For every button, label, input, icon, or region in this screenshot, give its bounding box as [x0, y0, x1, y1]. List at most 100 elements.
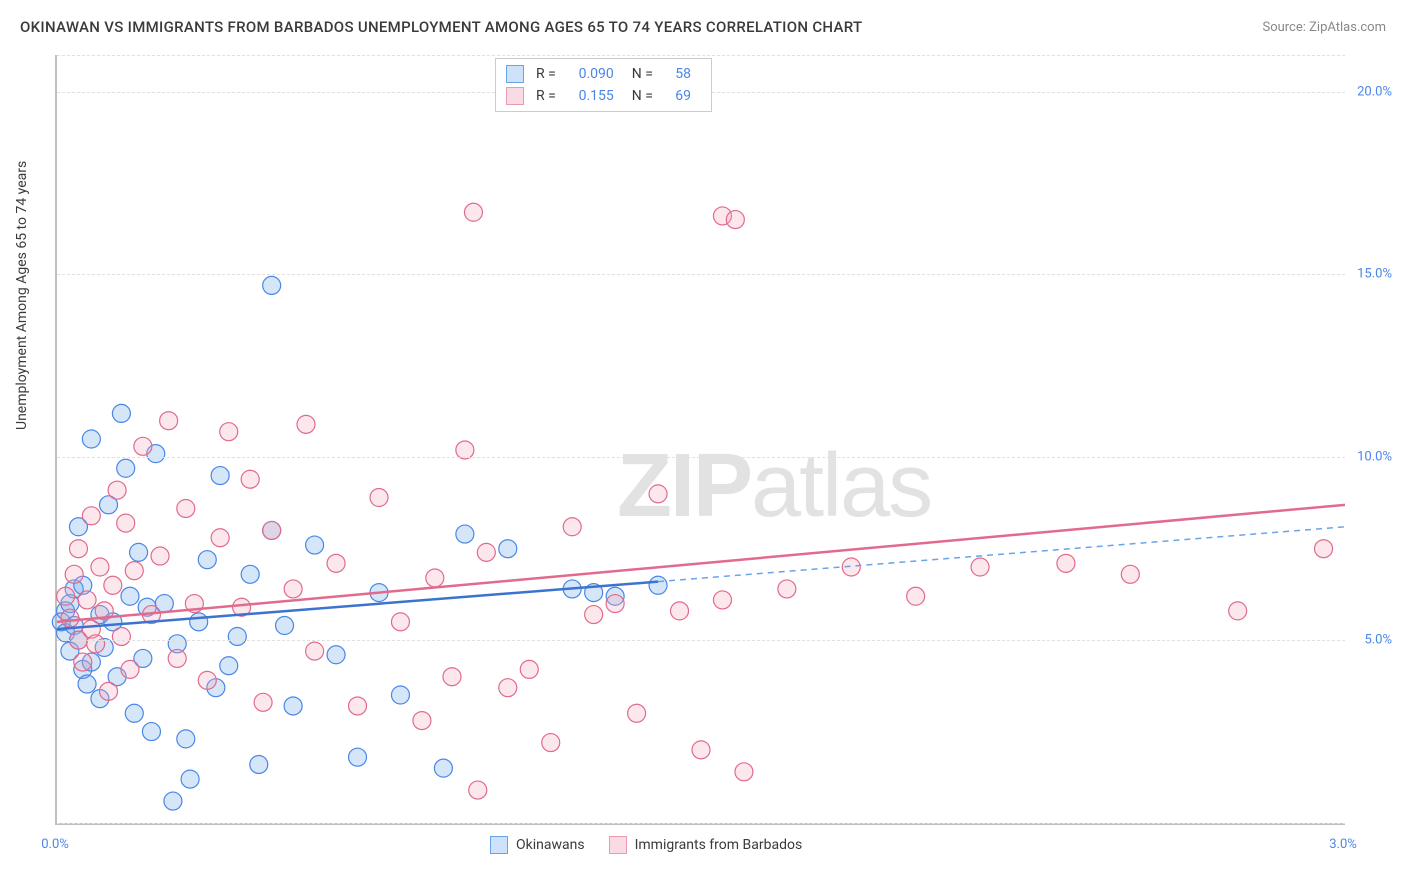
scatter-point [284, 697, 302, 715]
scatter-point [1121, 565, 1139, 583]
scatter-point [671, 602, 689, 620]
gridline [57, 823, 1345, 824]
scatter-point [112, 404, 130, 422]
scatter-point [276, 617, 294, 635]
legend-item: Okinawans [490, 836, 585, 854]
scatter-point [82, 430, 100, 448]
scatter-point [121, 587, 139, 605]
scatter-point [327, 554, 345, 572]
series-legend: Okinawans Immigrants from Barbados [490, 836, 802, 854]
scatter-point [211, 529, 229, 547]
scatter-point [542, 734, 560, 752]
scatter-point [692, 741, 710, 759]
scatter-point [456, 441, 474, 459]
scatter-point [778, 580, 796, 598]
legend-swatch [490, 836, 508, 854]
scatter-point [713, 591, 731, 609]
scatter-point [220, 657, 238, 675]
scatter-point [349, 697, 367, 715]
scatter-point [499, 679, 517, 697]
scatter-point [250, 755, 268, 773]
scatter-point [606, 595, 624, 613]
scatter-point [160, 412, 178, 430]
scatter-point [241, 470, 259, 488]
scatter-point [134, 437, 152, 455]
scatter-point [57, 587, 75, 605]
scatter-point [477, 543, 495, 561]
scatter-point [211, 467, 229, 485]
scatter-point [563, 518, 581, 536]
gridline [57, 55, 1345, 56]
scatter-point [263, 276, 281, 294]
scatter-point [125, 704, 143, 722]
scatter-point [181, 770, 199, 788]
scatter-point [104, 576, 122, 594]
scatter-point [649, 576, 667, 594]
scatter-point [306, 642, 324, 660]
legend-swatch [609, 836, 627, 854]
scatter-point [91, 558, 109, 576]
scatter-point [735, 763, 753, 781]
scatter-point [297, 415, 315, 433]
scatter-point [1315, 540, 1333, 558]
scatter-point [61, 609, 79, 627]
stats-legend-row: R =0.090N =58 [506, 63, 691, 85]
scatter-point [426, 569, 444, 587]
stats-legend-row: R =0.155N =69 [506, 85, 691, 107]
scatter-point [349, 748, 367, 766]
y-tick-label: 5.0% [1364, 633, 1392, 648]
scatter-point [254, 693, 272, 711]
scatter-point [190, 613, 208, 631]
plot-svg [57, 55, 1345, 823]
gridline [57, 457, 1345, 458]
scatter-point [87, 635, 105, 653]
scatter-point [284, 580, 302, 598]
stats-r-value: 0.090 [564, 66, 614, 82]
scatter-point [499, 540, 517, 558]
legend-label: Okinawans [516, 837, 585, 853]
scatter-point [443, 668, 461, 686]
scatter-point [370, 489, 388, 507]
scatter-point [65, 565, 83, 583]
gridline [57, 274, 1345, 275]
stats-n-value: 58 [661, 66, 691, 82]
scatter-point [142, 723, 160, 741]
scatter-point [125, 562, 143, 580]
scatter-point [469, 781, 487, 799]
scatter-point [78, 591, 96, 609]
scatter-point [391, 686, 409, 704]
scatter-point [456, 525, 474, 543]
scatter-point [971, 558, 989, 576]
stats-r-label: R = [536, 66, 556, 82]
scatter-point [121, 660, 139, 678]
y-tick-label: 20.0% [1357, 84, 1392, 99]
scatter-point [306, 536, 324, 554]
scatter-point [164, 792, 182, 810]
scatter-point [585, 606, 603, 624]
scatter-point [108, 481, 126, 499]
scatter-point [151, 547, 169, 565]
scatter-point [464, 203, 482, 221]
stats-r-label: R = [536, 88, 556, 104]
scatter-point [198, 671, 216, 689]
scatter-point [391, 613, 409, 631]
legend-label: Immigrants from Barbados [635, 837, 803, 853]
y-tick-label: 10.0% [1357, 450, 1392, 465]
scatter-point [434, 759, 452, 777]
scatter-point [78, 675, 96, 693]
scatter-point [117, 459, 135, 477]
legend-item: Immigrants from Barbados [609, 836, 803, 854]
scatter-point [177, 730, 195, 748]
scatter-point [100, 682, 118, 700]
scatter-point [177, 499, 195, 517]
scatter-point [220, 423, 238, 441]
scatter-point [327, 646, 345, 664]
stats-n-label: N = [632, 88, 653, 104]
scatter-point [907, 587, 925, 605]
plot-area: ZIPatlas [55, 55, 1345, 825]
stats-legend: R = 0.090 N = 58 R =0.155N =69 [495, 58, 712, 112]
scatter-point [628, 704, 646, 722]
scatter-point [69, 540, 87, 558]
legend-swatch [506, 87, 524, 105]
y-tick-label: 15.0% [1357, 267, 1392, 282]
